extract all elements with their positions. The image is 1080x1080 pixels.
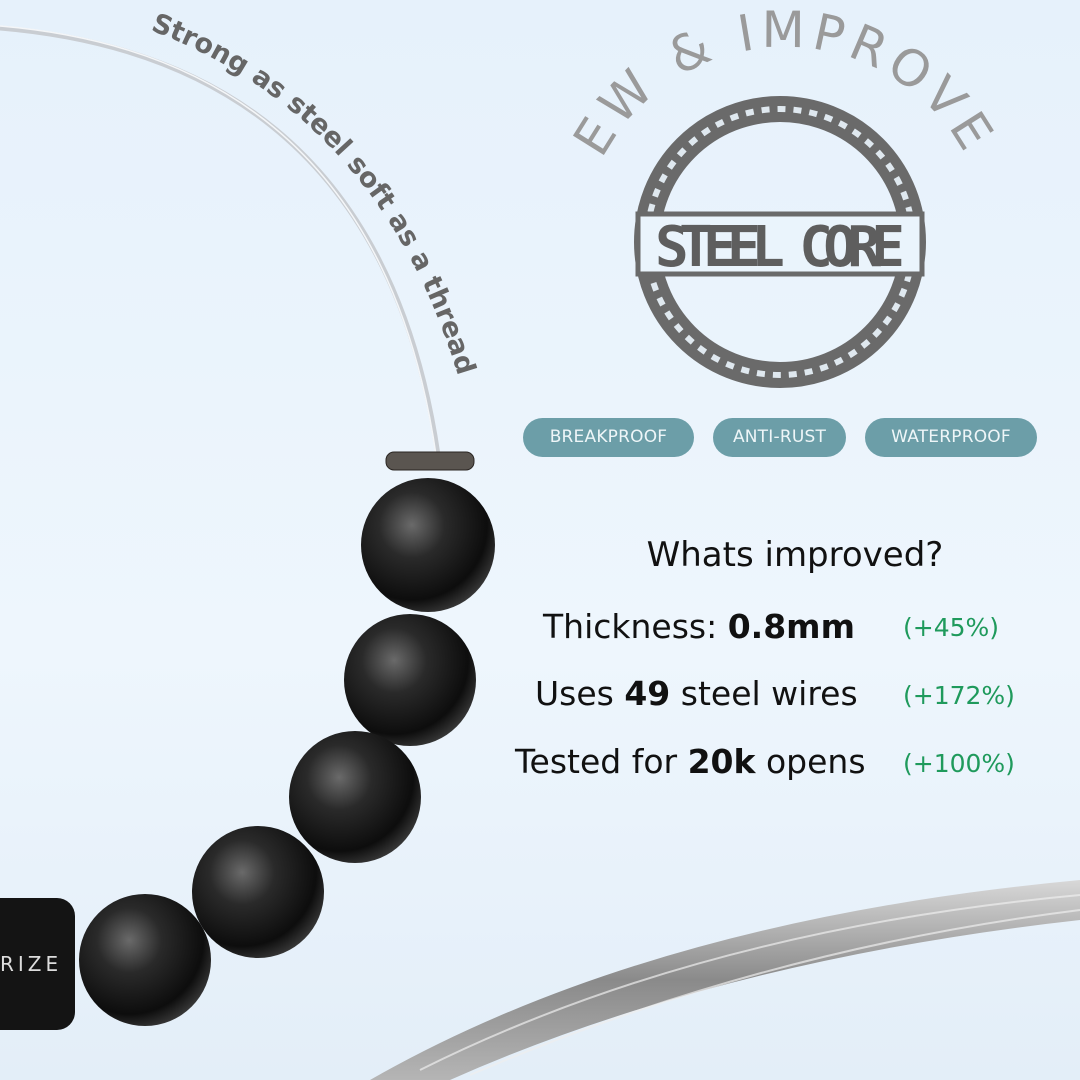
tagline-text: Strong as steel soft as a thread xyxy=(148,8,482,379)
clasp-logo: RIZE xyxy=(0,952,62,976)
improvement-change: (+100%) xyxy=(903,749,1015,778)
improvements-heading: Whats improved? xyxy=(646,535,944,575)
feature-pill-breakproof: BREAKPROOF xyxy=(523,418,694,457)
improvement-change: (+45%) xyxy=(903,613,1000,642)
steel-core-badge: NEW & IMPROVED STEEL CORE xyxy=(0,0,1001,388)
badge-core-text: STEEL CORE xyxy=(655,215,905,280)
improvement-row-opens: Tested for 20k opens xyxy=(515,742,866,781)
improvement-change: (+172%) xyxy=(903,681,1015,710)
improvement-row-wires: Uses 49 steel wires xyxy=(535,674,858,713)
improvement-row-thickness: Thickness: 0.8mm xyxy=(543,607,855,646)
steel-wire xyxy=(0,25,441,456)
bead-strand xyxy=(79,478,495,1026)
feature-pill-anti-rust: ANTI-RUST xyxy=(713,418,846,457)
spacer-ring xyxy=(385,451,475,471)
feature-pill-waterproof: WATERPROOF xyxy=(865,418,1037,457)
clasp xyxy=(0,898,75,1030)
steel-cable xyxy=(370,880,1080,1080)
